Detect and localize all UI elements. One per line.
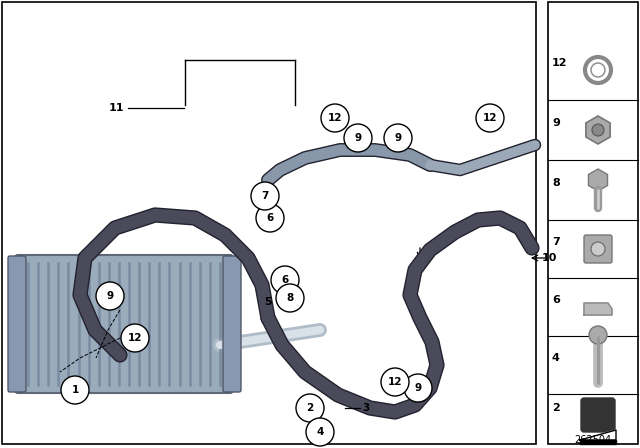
Circle shape <box>61 376 89 404</box>
FancyBboxPatch shape <box>8 256 26 392</box>
Polygon shape <box>584 303 612 315</box>
FancyBboxPatch shape <box>581 398 615 432</box>
Text: 9: 9 <box>355 133 362 143</box>
Circle shape <box>96 282 124 310</box>
Text: 262504: 262504 <box>575 435 612 445</box>
Polygon shape <box>580 430 616 440</box>
Circle shape <box>591 63 605 77</box>
Circle shape <box>276 284 304 312</box>
Circle shape <box>306 418 334 446</box>
Text: 12: 12 <box>483 113 497 123</box>
Text: 5: 5 <box>264 297 272 307</box>
Circle shape <box>344 124 372 152</box>
FancyBboxPatch shape <box>223 256 241 392</box>
Text: 6: 6 <box>266 213 274 223</box>
Text: 12: 12 <box>552 58 568 68</box>
Text: 12: 12 <box>128 333 142 343</box>
Text: 12: 12 <box>388 377 403 387</box>
Circle shape <box>121 324 149 352</box>
Circle shape <box>404 374 432 402</box>
Circle shape <box>381 368 409 396</box>
Circle shape <box>271 266 299 294</box>
Circle shape <box>384 124 412 152</box>
Circle shape <box>251 182 279 210</box>
Text: 9: 9 <box>106 291 113 301</box>
FancyBboxPatch shape <box>584 235 612 263</box>
Circle shape <box>296 394 324 422</box>
Text: 9: 9 <box>415 383 422 393</box>
Text: 4: 4 <box>552 353 560 363</box>
Text: 8: 8 <box>552 178 560 188</box>
Text: 2: 2 <box>552 403 560 413</box>
Text: 8: 8 <box>286 293 294 303</box>
Circle shape <box>321 104 349 132</box>
Text: 6: 6 <box>282 275 289 285</box>
Circle shape <box>591 242 605 256</box>
Text: 3: 3 <box>362 403 369 413</box>
Circle shape <box>589 326 607 344</box>
Text: 11: 11 <box>109 103 124 113</box>
Circle shape <box>256 204 284 232</box>
Text: 6: 6 <box>552 295 560 305</box>
Text: 7: 7 <box>552 237 560 247</box>
Text: 7: 7 <box>261 191 269 201</box>
Text: 2: 2 <box>307 403 314 413</box>
Bar <box>548 2 638 444</box>
Bar <box>2 2 536 444</box>
Text: 12: 12 <box>328 113 342 123</box>
FancyBboxPatch shape <box>15 255 233 393</box>
Circle shape <box>592 124 604 136</box>
Text: 9: 9 <box>394 133 401 143</box>
Polygon shape <box>580 440 616 444</box>
Text: 10: 10 <box>542 253 557 263</box>
Text: 1: 1 <box>72 385 79 395</box>
Text: 4: 4 <box>316 427 324 437</box>
Circle shape <box>476 104 504 132</box>
Text: 9: 9 <box>552 118 560 128</box>
